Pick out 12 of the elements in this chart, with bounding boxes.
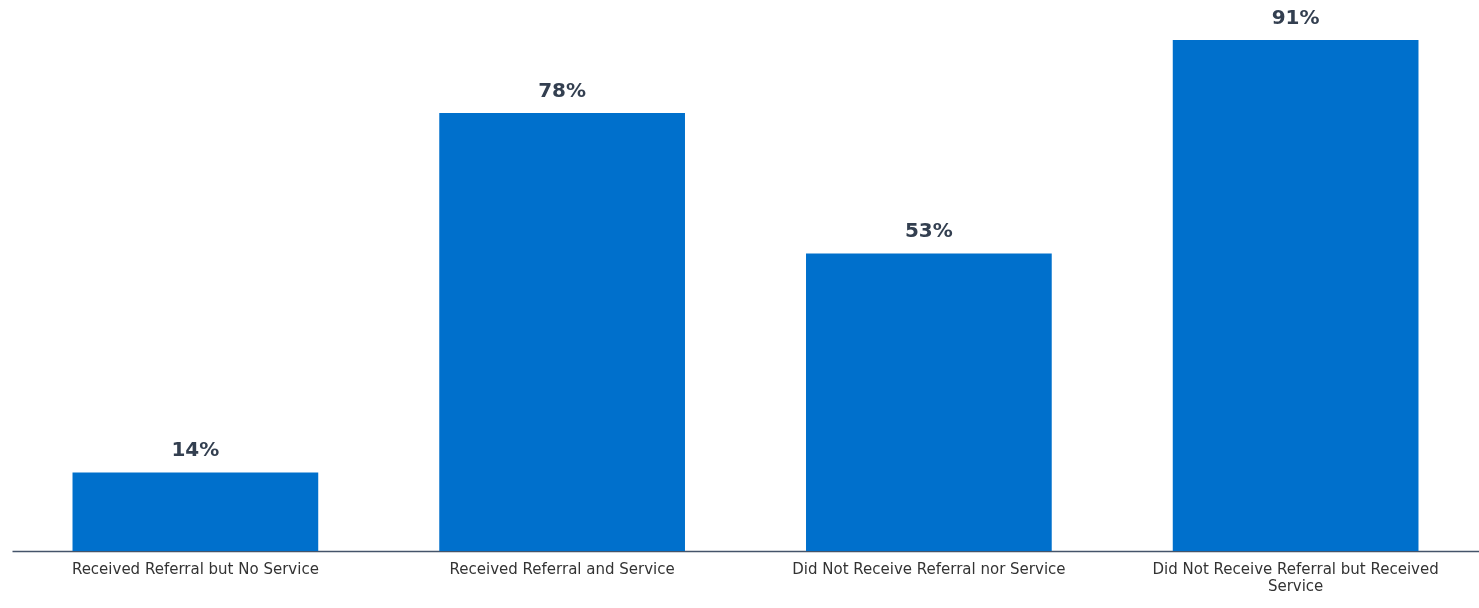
x-tick-label: Did Not Receive Referral nor Service	[792, 559, 1066, 578]
data-label: 91%	[1271, 5, 1320, 29]
bar	[1172, 40, 1419, 551]
data-label: 14%	[171, 437, 220, 462]
data-label: 53%	[904, 218, 953, 243]
bar	[439, 113, 685, 551]
data-label: 78%	[538, 78, 587, 102]
bar	[72, 472, 319, 551]
x-tick-label: Received Referral and Service	[449, 559, 675, 578]
bar	[806, 253, 1052, 551]
x-tick-label: Did Not Receive Referral but Received Service	[1152, 559, 1439, 595]
x-tick-label: Received Referral but No Service	[71, 559, 319, 578]
